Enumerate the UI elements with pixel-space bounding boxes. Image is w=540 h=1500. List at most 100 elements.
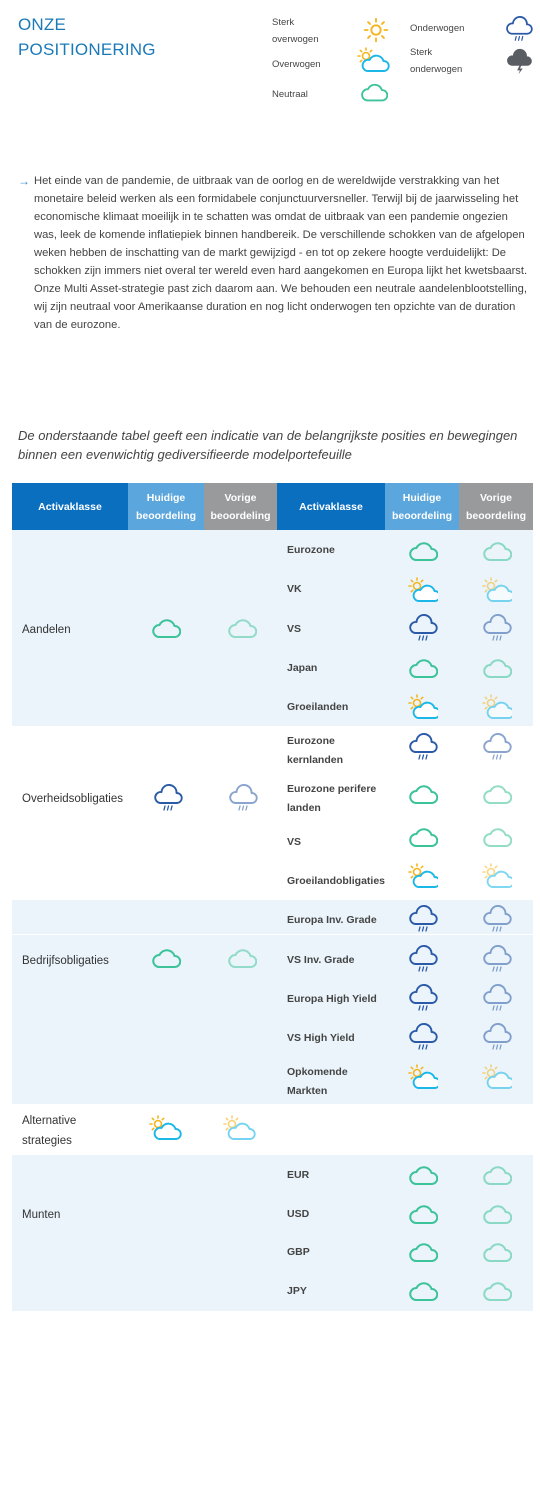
- sun-cloud-icon: [408, 1064, 438, 1089]
- sun-cloud-icon: [223, 1115, 256, 1140]
- sub-europa-inv-grade: Europa Inv. Grade: [287, 914, 377, 926]
- page-title-line-1: ONZE: [18, 15, 67, 34]
- cloud-icon: [409, 785, 438, 804]
- cloud-icon: [483, 1243, 512, 1262]
- sub-vs-high-yield: VS High Yield: [287, 1032, 355, 1044]
- class-bedrijfsobligaties: Bedrijfsobligaties: [22, 955, 109, 967]
- cloud-icon: [409, 828, 438, 847]
- legend-label-line: Sterk: [272, 17, 295, 28]
- storm-cloud-icon: [507, 48, 532, 75]
- sub-vs-inv-grade: VS Inv. Grade: [287, 954, 355, 966]
- rain-cloud-icon: [409, 905, 438, 932]
- class-label-line: strategies: [22, 1135, 72, 1147]
- rain-cloud-icon: [409, 945, 438, 972]
- cloud-icon: [152, 619, 181, 638]
- rain-cloud-icon: [483, 1023, 512, 1050]
- sub-label-line: Opkomende: [287, 1066, 348, 1078]
- sub-vs: VS: [287, 623, 302, 635]
- cloud-icon: [152, 949, 181, 968]
- sub-groeilanden: Groeilanden: [287, 701, 349, 713]
- page-title-line-2: POSITIONERING: [18, 40, 156, 59]
- sun-cloud-icon: [357, 47, 390, 72]
- sub-usd: USD: [287, 1208, 310, 1220]
- header-activaklasse-sub: Activaklasse: [277, 483, 385, 530]
- group-munten: [12, 1155, 533, 1311]
- legend-label-line: Sterk: [410, 47, 433, 58]
- cloud-icon: [409, 1166, 438, 1185]
- cloud-icon: [409, 542, 438, 561]
- header-line: Huidige: [146, 491, 186, 504]
- legend-sterk-onderwogen-label: Sterk onderwogen: [410, 44, 462, 78]
- cloud-icon: [483, 542, 512, 561]
- header-huidige-beoordeling: Huidige beoordeling: [128, 483, 204, 530]
- group-bedrijfsobligaties: [12, 900, 533, 1104]
- rain-cloud-icon: [483, 905, 512, 932]
- sub-vk: VK: [287, 583, 302, 595]
- header-vorige-beoordeling-sub: Vorige beoordeling: [459, 483, 533, 530]
- cloud-icon: [409, 659, 438, 678]
- rain-cloud-icon: [409, 733, 438, 760]
- legend-onderwogen-label: Onderwogen: [410, 23, 465, 34]
- arrow-right-icon: →: [18, 174, 30, 188]
- sub-eurozone-kernlanden: Eurozone kernlanden: [287, 732, 397, 770]
- sun-cloud-icon: [482, 694, 512, 719]
- intro-text: Het einde van de pandemie, de uitbraak v…: [34, 175, 528, 331]
- header-line: beoordeling: [135, 509, 197, 522]
- rain-cloud-icon: [409, 1023, 438, 1050]
- sub-eurozone: Eurozone: [287, 544, 335, 556]
- sub-label-line: landen: [287, 802, 321, 814]
- rain-cloud-icon: [229, 784, 258, 811]
- sun-cloud-icon: [408, 577, 438, 602]
- sun-cloud-icon: [149, 1115, 182, 1140]
- sub-label-line: Eurozone perifere: [287, 783, 377, 795]
- sub-japan: Japan: [287, 662, 318, 674]
- sub-eur: EUR: [287, 1169, 310, 1181]
- sub-label-line: Markten: [287, 1085, 328, 1097]
- rain-cloud-icon: [154, 784, 183, 811]
- cloud-icon: [483, 828, 512, 847]
- sub-groeilandobligaties: Groeilandobligaties: [287, 875, 386, 887]
- legend-sterk-overwogen-label: Sterk overwogen: [272, 14, 318, 48]
- sub-jpy: JPY: [287, 1285, 307, 1297]
- sun-cloud-icon: [408, 694, 438, 719]
- header-line: beoordeling: [391, 509, 453, 522]
- group-aandelen: [12, 530, 533, 726]
- legend-neutraal-label: Neutraal: [272, 89, 308, 100]
- row-divider: [12, 934, 533, 935]
- cloud-icon: [228, 619, 257, 638]
- rain-cloud-icon: [506, 16, 533, 41]
- cloud-icon: [228, 949, 257, 968]
- class-label-line: Alternative: [22, 1115, 77, 1127]
- header-line: Huidige: [402, 491, 442, 504]
- cloud-icon: [483, 785, 512, 804]
- cloud-icon: [483, 1282, 512, 1301]
- sun-cloud-icon: [482, 863, 512, 888]
- sub-opkomende-markten: Opkomende Markten: [287, 1063, 397, 1101]
- header-line: beoordeling: [210, 509, 271, 522]
- sun-icon: [363, 17, 389, 43]
- class-aandelen: Aandelen: [22, 624, 71, 636]
- sun-cloud-icon: [482, 577, 512, 602]
- cloud-icon: [409, 1205, 438, 1224]
- sub-europa-high-yield: Europa High Yield: [287, 993, 377, 1005]
- group-overheidsobligaties: [12, 726, 533, 900]
- sun-cloud-icon: [482, 1064, 512, 1089]
- class-overheidsobligaties: Overheidsobligaties: [22, 793, 124, 805]
- sub-vs-obligaties: VS: [287, 836, 302, 848]
- cloud-icon: [409, 1243, 438, 1262]
- header-activaklasse: Activaklasse: [12, 483, 128, 530]
- sun-cloud-icon: [408, 863, 438, 888]
- header-line: Vorige: [480, 491, 512, 504]
- rain-cloud-icon: [483, 984, 512, 1011]
- table-note: De onderstaande tabel geeft een indicati…: [18, 428, 518, 462]
- sub-eurozone-perifere-landen: Eurozone perifere landen: [287, 780, 397, 818]
- class-alternative-strategies: Alternative strategies: [22, 1111, 76, 1151]
- sub-gbp: GBP: [287, 1246, 310, 1258]
- rain-cloud-icon: [483, 614, 512, 641]
- legend-label-line: overwogen: [272, 34, 319, 45]
- legend-overwogen-label: Overwogen: [272, 59, 321, 70]
- cloud-icon: [483, 659, 512, 678]
- header-line: beoordeling: [465, 509, 527, 522]
- header-huidige-beoordeling-sub: Huidige beoordeling: [385, 483, 459, 530]
- page-title: ONZE POSITIONERING: [18, 12, 218, 62]
